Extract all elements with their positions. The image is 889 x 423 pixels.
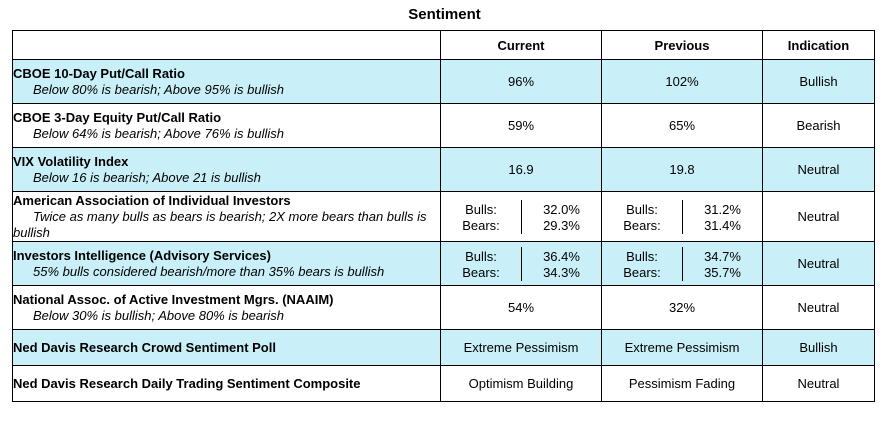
indicator-criteria: 55% bulls considered bearish/more than 3… — [33, 263, 385, 279]
indication-value: Neutral — [762, 241, 875, 286]
table-row: VIX Volatility Index Below 16 is bearish… — [12, 147, 875, 192]
indication-value: Neutral — [762, 147, 875, 192]
bull-bear-labels: Bulls: Bears: — [441, 199, 522, 234]
current-value: Extreme Pessimism — [440, 329, 602, 366]
indicator-cell: American Association of Individual Inves… — [12, 191, 441, 242]
indication-value: Bearish — [762, 103, 875, 148]
header-indicator — [12, 30, 441, 60]
previous-value: 102% — [601, 59, 763, 104]
table-row: Ned Davis Research Daily Trading Sentime… — [12, 365, 875, 402]
previous-value: Pessimism Fading — [601, 365, 763, 402]
bull-bear-values: 34.7% 35.7% — [704, 248, 741, 280]
indicator-cell: Investors Intelligence (Advisory Service… — [12, 241, 441, 286]
indicator-criteria: Below 16 is bearish; Above 21 is bullish — [33, 169, 261, 185]
indication-value: Neutral — [762, 191, 875, 242]
current-value: Optimism Building — [440, 365, 602, 402]
current-value: Bulls: Bears: 32.0% 29.3% — [440, 191, 602, 242]
page-title: Sentiment — [408, 6, 481, 23]
indicator-name: VIX Volatility Index — [13, 153, 129, 169]
indicator-cell: Ned Davis Research Daily Trading Sentime… — [12, 365, 441, 402]
indication-value: Neutral — [762, 365, 875, 402]
header-previous: Previous — [601, 30, 763, 60]
current-value: 54% — [440, 285, 602, 330]
indicator-cell: VIX Volatility Index Below 16 is bearish… — [12, 147, 441, 192]
bull-bear-labels: Bulls: Bears: — [602, 246, 683, 281]
header-current: Current — [440, 30, 602, 60]
table-row: Investors Intelligence (Advisory Service… — [12, 241, 875, 286]
current-value: 16.9 — [440, 147, 602, 192]
bull-bear-values: 36.4% 34.3% — [543, 248, 580, 280]
indicator-name: Investors Intelligence (Advisory Service… — [13, 247, 271, 263]
indicator-name: American Association of Individual Inves… — [13, 192, 291, 208]
indicator-cell: CBOE 3-Day Equity Put/Call Ratio Below 6… — [12, 103, 441, 148]
indicator-criteria: Twice as many bulls as bears is bearish;… — [13, 208, 427, 240]
current-value: 96% — [440, 59, 602, 104]
indicator-name: CBOE 3-Day Equity Put/Call Ratio — [13, 109, 222, 125]
bull-bear-values: 31.2% 31.4% — [704, 201, 741, 233]
current-value: Bulls: Bears: 36.4% 34.3% — [440, 241, 602, 286]
indicator-name: CBOE 10-Day Put/Call Ratio — [13, 65, 185, 81]
indicator-cell: National Assoc. of Active Investment Mgr… — [12, 285, 441, 330]
header-indication: Indication — [762, 30, 875, 60]
bull-bear-labels: Bulls: Bears: — [441, 246, 522, 281]
indicator-cell: CBOE 10-Day Put/Call Ratio Below 80% is … — [12, 59, 441, 104]
sentiment-table: Current Previous Indication CBOE 10-Day … — [12, 30, 875, 402]
current-value: 59% — [440, 103, 602, 148]
bull-bear-labels: Bulls: Bears: — [602, 199, 683, 234]
previous-value: Extreme Pessimism — [601, 329, 763, 366]
table-row: CBOE 3-Day Equity Put/Call Ratio Below 6… — [12, 103, 875, 148]
indicator-criteria: Below 64% is bearish; Above 76% is bulli… — [33, 125, 284, 141]
bull-bear-values: 32.0% 29.3% — [543, 201, 580, 233]
table-row: National Assoc. of Active Investment Mgr… — [12, 285, 875, 330]
indication-value: Bullish — [762, 329, 875, 366]
previous-value: Bulls: Bears: 31.2% 31.4% — [601, 191, 763, 242]
indication-value: Neutral — [762, 285, 875, 330]
indicator-cell: Ned Davis Research Crowd Sentiment Poll — [12, 329, 441, 366]
table-row: American Association of Individual Inves… — [12, 191, 875, 242]
indicator-name: Ned Davis Research Daily Trading Sentime… — [13, 375, 361, 391]
header-row: Current Previous Indication — [12, 30, 875, 60]
previous-value: 19.8 — [601, 147, 763, 192]
indicator-name: National Assoc. of Active Investment Mgr… — [13, 291, 334, 307]
indicator-criteria: Below 80% is bearish; Above 95% is bulli… — [33, 81, 284, 97]
table-row: CBOE 10-Day Put/Call Ratio Below 80% is … — [12, 59, 875, 104]
indicator-name: Ned Davis Research Crowd Sentiment Poll — [13, 339, 276, 355]
previous-value: Bulls: Bears: 34.7% 35.7% — [601, 241, 763, 286]
previous-value: 65% — [601, 103, 763, 148]
previous-value: 32% — [601, 285, 763, 330]
indicator-criteria: Below 30% is bullish; Above 80% is beari… — [33, 307, 284, 323]
indication-value: Bullish — [762, 59, 875, 104]
table-row: Ned Davis Research Crowd Sentiment Poll … — [12, 329, 875, 366]
